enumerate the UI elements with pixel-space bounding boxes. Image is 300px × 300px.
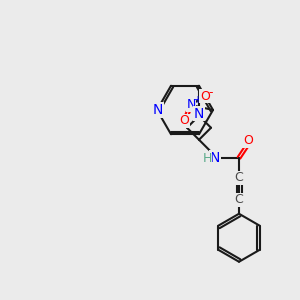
Text: O: O [179,115,189,128]
Text: -: - [209,86,213,100]
Text: C: C [235,193,243,206]
Text: C: C [235,171,243,184]
Text: N: N [210,151,220,165]
Text: H: H [202,152,212,165]
Text: +: + [193,95,201,105]
Text: N: N [153,103,163,117]
Text: N: N [186,98,196,112]
Text: O: O [243,134,253,147]
Text: N: N [194,107,204,121]
Text: O: O [200,89,210,103]
